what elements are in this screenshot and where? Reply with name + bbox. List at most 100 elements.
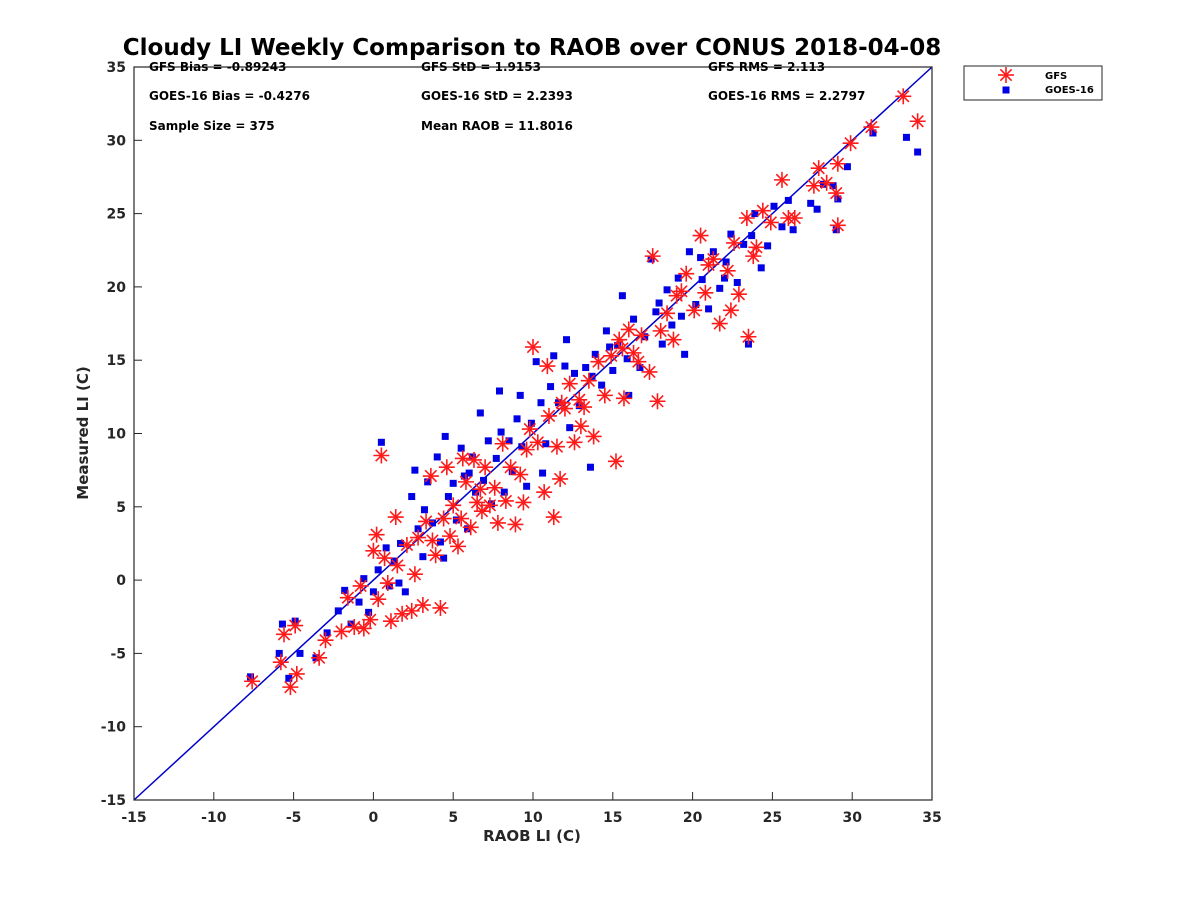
gfs-point [552,470,569,487]
gfs-point [276,626,293,643]
gfs-point [805,177,822,194]
gfs-point [649,393,666,410]
chart-title: Cloudy LI Weekly Comparison to RAOB over… [123,35,941,61]
goes16-point [460,472,468,480]
goes16-point [532,358,540,366]
goes16-point [457,444,465,452]
goes16-point [472,488,480,496]
goes16-point [586,463,594,471]
goes16-point [698,276,706,284]
gfs-point [630,353,647,370]
goes16-point [365,608,373,616]
gfs-point [355,620,372,637]
gfs-point [432,599,449,616]
stat-gfs-rms: GFS RMS = 2.113 [708,60,825,74]
gfs-point [376,550,393,567]
goes16-point [834,195,842,203]
goes16-point [401,588,409,596]
goes16-point [609,366,617,374]
gfs-point [620,321,637,338]
gfs-point [382,613,399,630]
goes16-point [770,202,778,210]
x-axis-label: RAOB LI (C) [483,827,581,845]
gfs-point [486,479,503,496]
gfs-point [607,453,624,470]
gfs-point [644,248,661,265]
x-tick-label: 35 [922,810,941,826]
goes16-point [360,575,368,583]
goes16-point [869,129,877,137]
stat-goes-bias: GOES-16 Bias = -0.4276 [149,89,310,103]
goes16-point [539,469,547,477]
goes16-point [829,182,837,190]
goes16-point [727,230,735,238]
goes16-point [819,180,827,188]
goes16-point [570,369,578,377]
x-tick-label: 20 [683,810,703,826]
goes16-point [784,196,792,204]
goes16-point [733,279,741,287]
gfs-point [489,514,506,531]
goes16-point [789,226,797,234]
goes16-point [748,232,756,240]
gfs-point [418,513,435,530]
gfs-point [633,327,650,344]
goes16-point [436,538,444,546]
gfs-point [810,160,827,177]
gfs-point [818,174,835,191]
gfs-point [603,347,620,364]
gfs-point [472,481,489,498]
goes16-point [374,566,382,574]
goes16-point [902,133,910,141]
gfs-point [481,497,498,514]
y-tick-label: 10 [107,427,127,443]
gfs-point [311,649,328,666]
goes16-point [495,387,503,395]
goes16-point [614,342,622,350]
gfs-point [272,654,289,671]
gfs-point [539,358,556,375]
gfs-point [477,459,494,476]
gfs-point [545,509,562,526]
goes16-point [497,428,505,436]
gfs-point [427,547,444,564]
gfs-point [288,665,305,682]
gfs-point [829,155,846,172]
goes16-point [843,163,851,171]
gfs-point [282,679,299,696]
legend: GFS GOES-16 [963,65,1103,101]
goes16-point [440,554,448,562]
goes16-point [341,586,349,594]
gfs-point [726,234,743,251]
goes16-point [500,488,508,496]
goes16-point [527,419,535,427]
goes16-point [411,466,419,474]
gfs-point [773,171,790,188]
gfs-point [740,328,757,345]
gfs-point [786,209,803,226]
goes16-point [807,199,815,207]
goes16-point [408,493,416,501]
gfs-point [572,418,589,435]
gfs-point [362,611,379,628]
goes16-point [247,673,255,681]
x-tick-label: 15 [603,810,622,826]
gfs-point [497,492,514,509]
gfs-point [502,459,519,476]
gfs-point [394,605,411,622]
gfs-point [244,673,261,690]
gfs-point [863,119,880,136]
gfs-point [692,227,709,244]
gfs-point [457,473,474,490]
goes16-point [655,299,663,307]
goes16-point [566,424,574,432]
goes16-point [433,453,441,461]
gfs-point [738,209,755,226]
gfs-point [462,519,479,536]
y-tick-label: -5 [110,646,126,662]
goes16-point [636,364,644,372]
gfs-point [686,302,703,319]
stat-gfs-bias: GFS Bias = -0.89243 [149,60,286,74]
goes16-point [285,674,293,682]
